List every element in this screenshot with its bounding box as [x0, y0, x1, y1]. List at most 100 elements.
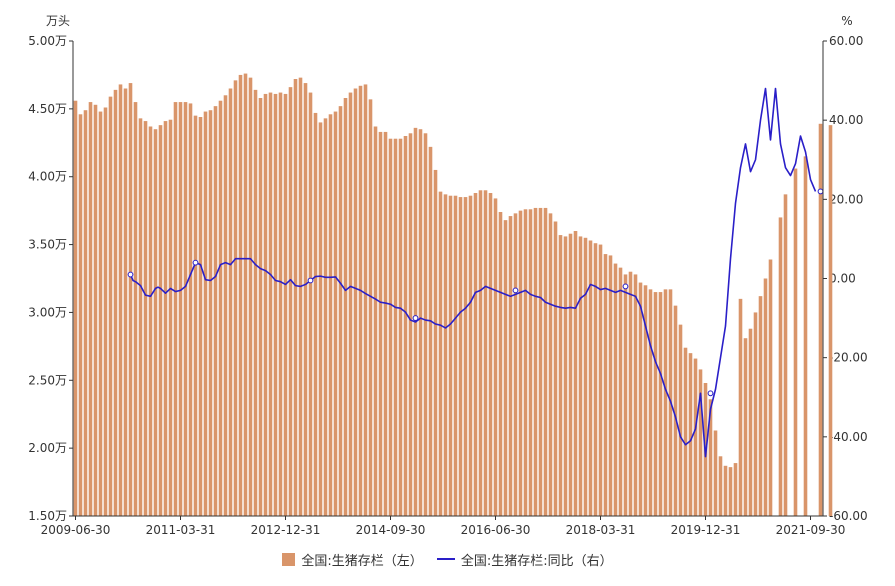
- line-marker: [622, 283, 629, 290]
- bar: [218, 100, 223, 517]
- left-tick-label: 2.50万: [28, 373, 67, 387]
- bar: [173, 102, 178, 516]
- line-marker: [192, 259, 199, 266]
- bar: [278, 92, 283, 516]
- bar: [528, 209, 533, 517]
- bar: [488, 193, 493, 516]
- bar: [343, 98, 348, 516]
- bar: [363, 84, 368, 517]
- bar: [728, 467, 733, 516]
- bar: [693, 358, 698, 516]
- bar: [483, 190, 488, 517]
- bar: [303, 83, 308, 516]
- bar: [273, 93, 278, 517]
- bar: [608, 255, 613, 516]
- bar: [563, 236, 568, 516]
- x-tick-label: 2019-12-31: [671, 523, 741, 537]
- bar: [473, 193, 478, 516]
- bar: [588, 240, 593, 516]
- bar: [518, 210, 523, 516]
- bar: [78, 114, 83, 516]
- x-tick-label: 2018-03-31: [566, 523, 636, 537]
- bar: [688, 353, 693, 516]
- line-marker: [127, 271, 134, 278]
- bar: [718, 456, 723, 516]
- bar-series: [73, 73, 833, 517]
- right-tick-label: 40.00: [829, 113, 863, 127]
- bar: [713, 430, 718, 516]
- bar: [248, 77, 253, 516]
- bar: [673, 305, 678, 516]
- bar: [308, 92, 313, 516]
- bar: [598, 244, 603, 516]
- bar: [573, 231, 578, 516]
- legend-bar-label: 全国:生猪存栏（左）: [301, 553, 423, 569]
- bar: [253, 89, 258, 517]
- bar: [268, 92, 273, 516]
- bar: [288, 87, 293, 516]
- bar: [493, 198, 498, 516]
- line-marker: [817, 188, 824, 195]
- x-axis-ticks: 2009-06-30 2011-03-31 2012-12-31 2014-09-30…: [41, 516, 846, 537]
- bar: [163, 121, 168, 516]
- bar: [403, 136, 408, 516]
- yoy-line: [129, 87, 817, 458]
- bar: [178, 102, 183, 516]
- bar: [768, 259, 773, 516]
- bar: [393, 138, 398, 516]
- x-tick-label: 2021-09-30: [776, 523, 846, 537]
- legend-item-line[interactable]: 全国:生猪存栏:同比（右）: [436, 550, 613, 569]
- bar: [98, 111, 103, 516]
- bar: [663, 289, 668, 516]
- bar: [508, 216, 513, 516]
- bar: [283, 93, 288, 517]
- line-marker: [707, 390, 714, 397]
- bar: [453, 195, 458, 516]
- bar: [418, 129, 423, 516]
- bar: [593, 243, 598, 516]
- bar: [643, 285, 648, 516]
- legend-item-bar[interactable]: 全国:生猪存栏（左）: [282, 550, 423, 569]
- bar: [793, 168, 798, 516]
- right-axis-unit: %: [841, 14, 852, 28]
- legend-line-label: 全国:生猪存栏:同比（右）: [460, 553, 613, 569]
- bar: [748, 328, 753, 516]
- bar: [128, 83, 133, 516]
- bar: [73, 100, 78, 517]
- bar: [88, 102, 93, 516]
- right-tick-label: 0.00: [829, 272, 856, 286]
- bar: [803, 156, 808, 517]
- bar: [203, 111, 208, 516]
- bar: [183, 102, 188, 516]
- bar: [103, 107, 108, 516]
- bar: [83, 110, 88, 517]
- axes: [72, 41, 824, 517]
- bar: [538, 207, 543, 516]
- bar: [153, 129, 158, 516]
- bar: [623, 274, 628, 516]
- bar: [458, 197, 463, 516]
- bar: [383, 131, 388, 516]
- bar: [578, 236, 583, 516]
- bar: [328, 114, 333, 516]
- bar: [653, 292, 658, 516]
- line-marker: [512, 287, 519, 294]
- bar: [243, 73, 248, 516]
- bar: [548, 213, 553, 517]
- bar: [208, 110, 213, 517]
- bar: [373, 126, 378, 516]
- bar: [478, 190, 483, 517]
- bar: [263, 93, 268, 517]
- bar: [633, 274, 638, 516]
- bar: [238, 74, 243, 517]
- bar: [388, 138, 393, 516]
- bar: [828, 125, 833, 516]
- bar: [818, 123, 823, 516]
- bar: [228, 88, 233, 516]
- bar: [398, 138, 403, 516]
- right-tick-label: -40.00: [829, 430, 868, 444]
- right-tick-label: 20.00: [829, 192, 863, 206]
- bar: [348, 92, 353, 516]
- bar: [683, 347, 688, 516]
